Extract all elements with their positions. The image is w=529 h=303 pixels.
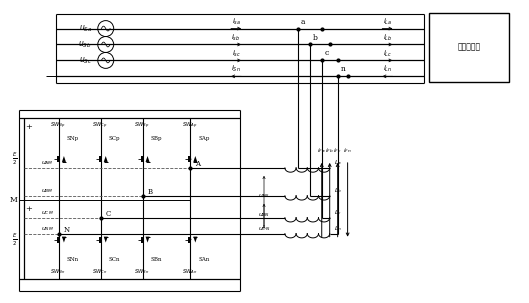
Text: $i_{sb}$: $i_{sb}$ (232, 32, 241, 43)
Polygon shape (145, 237, 150, 243)
Text: $u_{Sa}$: $u_{Sa}$ (79, 23, 92, 34)
Text: M: M (10, 196, 17, 204)
Text: $i_{sa}$: $i_{sa}$ (232, 16, 241, 27)
Text: SBn: SBn (151, 257, 162, 262)
Text: SCp: SCp (109, 135, 120, 141)
Text: C: C (106, 210, 111, 218)
Text: $u_{NM}$: $u_{NM}$ (41, 225, 53, 233)
Polygon shape (145, 156, 150, 162)
Text: $i_{La}$: $i_{La}$ (383, 16, 392, 27)
Text: $i_{Lb}$: $i_{Lb}$ (382, 32, 392, 43)
Text: a: a (301, 18, 305, 25)
Text: $SW_{Cp}$: $SW_{Cp}$ (92, 121, 107, 131)
Text: $u_{CN}$: $u_{CN}$ (258, 225, 270, 233)
Text: $\frac{E}{2}$: $\frac{E}{2}$ (12, 231, 17, 248)
Text: +: + (25, 205, 32, 213)
Text: B: B (148, 188, 152, 196)
Text: $SW_{An}$: $SW_{An}$ (182, 267, 197, 276)
Bar (429, 13, 509, 82)
Text: $u_{AN}$: $u_{AN}$ (258, 192, 270, 200)
Text: SCn: SCn (109, 257, 120, 262)
Text: $\frac{E}{2}$: $\frac{E}{2}$ (12, 151, 17, 167)
Text: $L_b$: $L_b$ (334, 186, 342, 195)
Text: $i_{Fc}$: $i_{Fc}$ (333, 147, 342, 155)
Text: SAn: SAn (198, 257, 209, 262)
Text: c: c (325, 49, 329, 58)
Polygon shape (193, 156, 197, 162)
Text: n: n (341, 65, 345, 73)
Text: SBp: SBp (151, 135, 162, 141)
Text: N: N (64, 226, 70, 234)
Text: $i_{sc}$: $i_{sc}$ (232, 48, 241, 58)
Text: $u_{Sb}$: $u_{Sb}$ (78, 39, 92, 50)
Text: $SW_{Ap}$: $SW_{Ap}$ (182, 121, 197, 131)
Text: $u_{Sc}$: $u_{Sc}$ (79, 55, 92, 66)
Text: 非线性负荷: 非线性负荷 (458, 43, 481, 52)
Text: $u_{BM}$: $u_{BM}$ (41, 187, 53, 195)
Text: b: b (313, 34, 317, 42)
Text: $u_{AM}$: $u_{AM}$ (41, 159, 53, 167)
Polygon shape (62, 237, 66, 243)
Text: $i_{Fn}$: $i_{Fn}$ (343, 147, 352, 155)
Text: $u_{CM}$: $u_{CM}$ (41, 209, 53, 217)
Text: $L_a$: $L_a$ (334, 158, 342, 167)
Text: $i_{Ln}$: $i_{Ln}$ (382, 64, 392, 75)
Text: $SW_{Np}$: $SW_{Np}$ (50, 121, 66, 131)
Text: SNp: SNp (67, 135, 79, 141)
Polygon shape (62, 156, 66, 162)
Text: $i_{Lc}$: $i_{Lc}$ (383, 48, 392, 58)
Text: A: A (195, 160, 200, 168)
Text: $i_{Fb}$: $i_{Fb}$ (325, 147, 334, 155)
Text: $SW_{Nn}$: $SW_{Nn}$ (50, 267, 66, 276)
Text: $i_{Fa}$: $i_{Fa}$ (317, 147, 326, 155)
Text: $SW_{Cn}$: $SW_{Cn}$ (92, 267, 107, 276)
Text: $u_{BN}$: $u_{BN}$ (258, 211, 270, 219)
Text: +: + (25, 123, 32, 131)
Text: $L_n$: $L_n$ (334, 224, 342, 233)
Polygon shape (104, 237, 108, 243)
Polygon shape (193, 237, 197, 243)
Text: SNn: SNn (67, 257, 79, 262)
Polygon shape (104, 156, 108, 162)
Text: $i_{Sn}$: $i_{Sn}$ (231, 64, 241, 75)
Text: $L_c$: $L_c$ (334, 208, 342, 217)
Text: SAp: SAp (198, 135, 209, 141)
Text: $SW_{Bp}$: $SW_{Bp}$ (134, 121, 149, 131)
Text: $SW_{Bn}$: $SW_{Bn}$ (134, 267, 149, 276)
